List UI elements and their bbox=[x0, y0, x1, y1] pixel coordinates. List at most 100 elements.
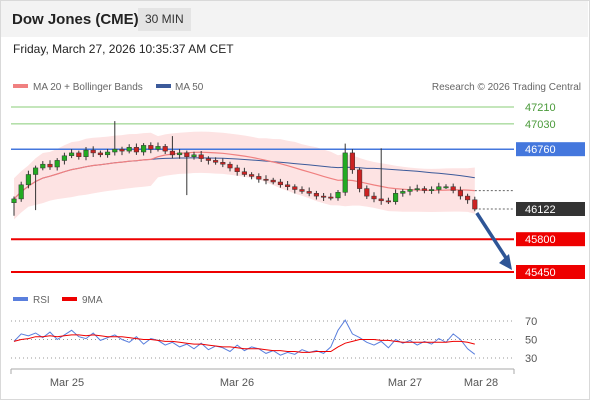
ma20-legend-label: MA 20 + Bollinger Bands bbox=[33, 82, 143, 93]
candle-up bbox=[54, 160, 60, 168]
candle-down bbox=[234, 167, 240, 172]
last-price-label: 46122 bbox=[525, 204, 556, 216]
candle-down bbox=[313, 193, 319, 197]
candle-down bbox=[220, 162, 226, 165]
ma9-legend-label: 9MA bbox=[82, 295, 103, 306]
x-tick-label: Mar 25 bbox=[50, 377, 84, 389]
timeframe-badge[interactable]: 30 MIN bbox=[138, 8, 191, 31]
candle-up bbox=[436, 186, 442, 190]
candle-down bbox=[148, 145, 154, 150]
candle-up bbox=[112, 148, 118, 153]
candle-up bbox=[155, 146, 161, 150]
rsi-pane: 70 50 30 bbox=[11, 316, 537, 365]
candle-up bbox=[126, 147, 132, 152]
rsi-legend-label: RSI bbox=[33, 295, 50, 306]
candle-up bbox=[11, 198, 17, 203]
projection-arrowhead bbox=[499, 254, 512, 270]
candle-down bbox=[119, 148, 125, 152]
candle-down bbox=[285, 184, 291, 187]
ma9-legend-swatch bbox=[62, 297, 77, 301]
price-levels bbox=[11, 106, 514, 273]
moving-averages bbox=[13, 151, 475, 200]
candle-up bbox=[191, 154, 197, 157]
candle-down bbox=[277, 181, 283, 186]
resistance-level-box bbox=[516, 142, 585, 157]
candle-down bbox=[241, 171, 247, 175]
candle-down bbox=[47, 163, 53, 168]
ma50-legend-label: MA 50 bbox=[175, 82, 204, 93]
candle-up bbox=[69, 152, 75, 156]
rsi-tick-label: 70 bbox=[525, 316, 537, 328]
rsi-legend-swatch bbox=[13, 297, 28, 301]
candle-down bbox=[306, 191, 312, 194]
candle-up bbox=[40, 163, 46, 169]
candle-up bbox=[33, 167, 39, 175]
instrument-title: Dow Jones (CME) bbox=[12, 11, 139, 28]
datetime-label: Friday, March 27, 2026 10:35:37 AM CET bbox=[13, 42, 234, 56]
x-tick-label: Mar 28 bbox=[464, 377, 498, 389]
candle-down bbox=[371, 195, 377, 200]
candle-down bbox=[378, 198, 384, 202]
resistance-level-label: 46760 bbox=[525, 144, 556, 156]
candle-up bbox=[393, 193, 399, 202]
candle-down bbox=[292, 186, 298, 190]
candle-down bbox=[357, 169, 363, 189]
ma50-legend-swatch bbox=[156, 84, 171, 88]
candle-down bbox=[90, 149, 96, 154]
candle-up bbox=[177, 152, 183, 156]
candle-up bbox=[105, 151, 111, 156]
ma20-legend-swatch bbox=[13, 84, 28, 88]
projection-arrow bbox=[475, 212, 512, 270]
ma20-line bbox=[13, 151, 475, 200]
x-tick-label: Mar 26 bbox=[220, 377, 254, 389]
candle-down bbox=[349, 152, 355, 171]
candle-down bbox=[364, 188, 370, 197]
candle-down bbox=[465, 195, 471, 201]
candle-down bbox=[321, 195, 327, 198]
candle-up bbox=[141, 145, 147, 153]
candle-down bbox=[450, 186, 456, 191]
candle-down bbox=[213, 160, 219, 163]
candles bbox=[11, 121, 478, 216]
candle-up bbox=[443, 186, 449, 189]
candle-down bbox=[227, 163, 233, 169]
candle-down bbox=[249, 174, 255, 177]
x-tick-label: Mar 27 bbox=[388, 377, 422, 389]
candle-down bbox=[133, 147, 139, 153]
candle-up bbox=[335, 192, 341, 199]
support-level-box bbox=[516, 265, 585, 279]
candle-down bbox=[299, 189, 305, 192]
candle-up bbox=[61, 155, 67, 161]
candle-down bbox=[76, 152, 82, 157]
credit-label: Research © 2026 Trading Central bbox=[432, 82, 581, 93]
candle-down bbox=[205, 158, 211, 161]
projection-arrow-shaft bbox=[475, 212, 510, 262]
candle-up bbox=[83, 149, 89, 157]
candle-down bbox=[328, 196, 334, 199]
last-price-box bbox=[516, 202, 585, 216]
support-level-label: 45800 bbox=[525, 234, 556, 246]
candle-up bbox=[400, 191, 406, 194]
support-level-label: 45450 bbox=[525, 267, 556, 279]
rsi-tick-label: 30 bbox=[525, 353, 537, 365]
candle-down bbox=[270, 179, 276, 183]
support-level-box bbox=[516, 232, 585, 247]
candle-down bbox=[457, 190, 463, 197]
rsi-tick-label: 50 bbox=[525, 335, 537, 347]
target-level-label: 47030 bbox=[525, 119, 556, 131]
rsi-ma9-line bbox=[13, 334, 475, 353]
candle-down bbox=[184, 152, 190, 157]
header-bar: Dow Jones (CME) 30 MIN bbox=[1, 1, 588, 37]
candle-up bbox=[429, 189, 435, 191]
rsi-line bbox=[13, 319, 476, 356]
candle-down bbox=[162, 146, 168, 152]
candle-down bbox=[385, 200, 391, 203]
candle-down bbox=[169, 150, 175, 156]
candle-down bbox=[256, 176, 262, 180]
candle-down bbox=[472, 199, 478, 210]
candle-up bbox=[407, 189, 413, 192]
price-level-labels: 47210 47030 46760 46122 45800 45450 bbox=[516, 102, 585, 279]
candle-up bbox=[414, 188, 420, 191]
candle-down bbox=[263, 178, 269, 181]
